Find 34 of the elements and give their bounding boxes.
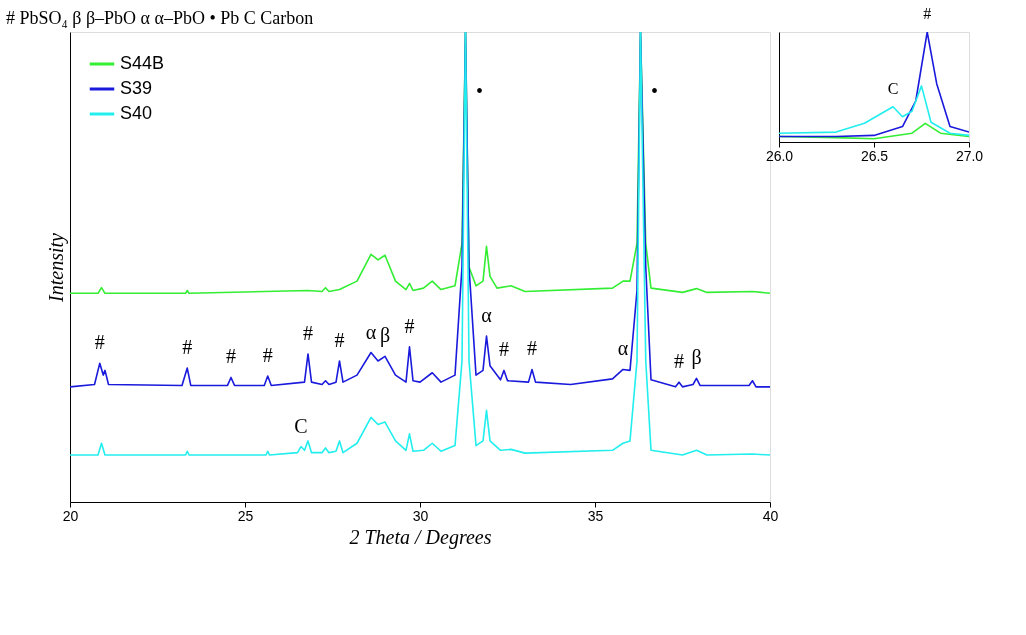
annotation: C [887, 79, 899, 97]
annotation: # [674, 350, 684, 373]
legend-label: S44B [120, 53, 165, 73]
annotation: # [404, 314, 415, 337]
annotation: # [303, 321, 313, 344]
annotation: # [262, 344, 273, 367]
annotation: # [94, 331, 105, 354]
annotation: β [379, 324, 391, 348]
annotation: # [182, 336, 193, 359]
x-tick-label: 40 [762, 507, 779, 524]
chart-title: # PbSO₄ β β–PbO α α–PbO • Pb C Carbon [6, 8, 314, 28]
annotation: α [481, 304, 493, 327]
x-tick-label: 26.0 [765, 147, 794, 164]
annotation: α [365, 320, 377, 343]
annotation: • [650, 80, 659, 102]
annotation: C [294, 414, 308, 437]
x-tick-label: 27.0 [955, 147, 984, 164]
annotation: # [499, 338, 509, 361]
annotation: α [617, 337, 629, 360]
annotation: # [334, 329, 345, 351]
annotation: # [226, 345, 236, 368]
x-axis-title: 2 Theta / Degrees [349, 525, 492, 549]
legend-label: S40 [120, 103, 153, 123]
x-tick-label: 20 [62, 507, 79, 524]
annotation: # [923, 5, 932, 22]
annotation: • [475, 80, 484, 102]
annotation: # [527, 337, 537, 360]
x-tick-label: 26.5 [860, 147, 889, 164]
legend-label: S39 [120, 78, 153, 98]
annotation: β [691, 346, 702, 370]
y-axis-title: Intensity [44, 232, 68, 303]
x-tick-label: 35 [587, 507, 604, 524]
x-tick-label: 25 [237, 507, 254, 524]
x-tick-label: 30 [412, 507, 429, 524]
